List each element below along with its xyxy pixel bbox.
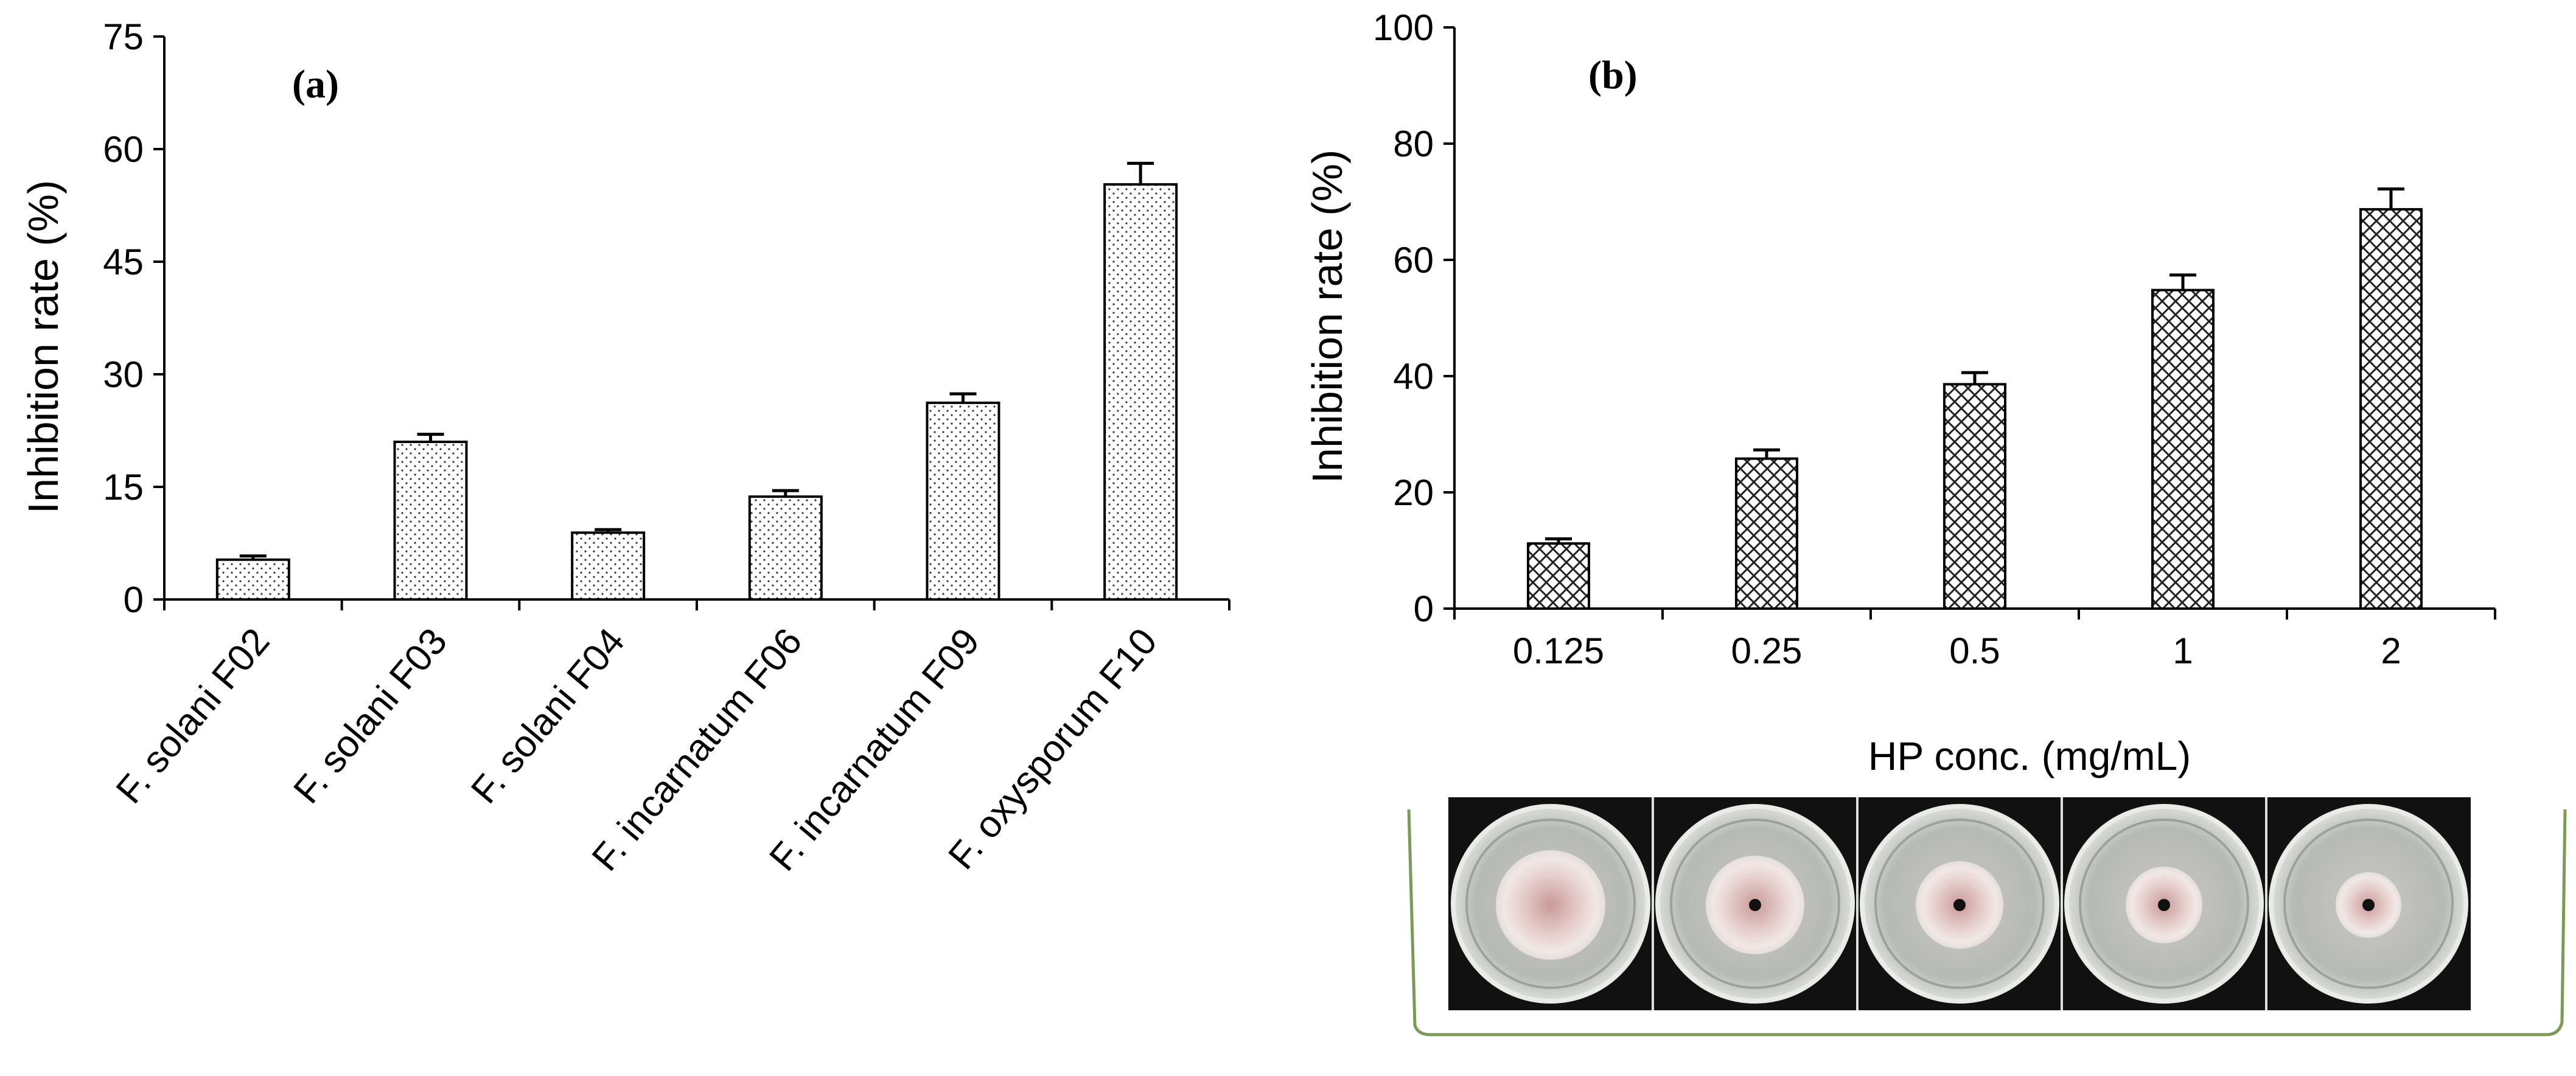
- chart-panel-a: (a) Inhibition rate (%) 0 15 30 45 60 75 F. s…: [19, 16, 1230, 879]
- inoculation-well: [1749, 899, 1761, 911]
- panel-label-a: (a): [292, 62, 339, 107]
- x-category-label: F. solani F04: [463, 621, 633, 812]
- x-category-label: F. solani F02: [108, 621, 278, 812]
- x-category-label: 0.5: [1949, 631, 2000, 671]
- bar: [1527, 542, 1590, 610]
- chart-panel-b: (b) Inhibition rate (%) 0 20 40 60 80 100 0.1…: [1304, 7, 2496, 778]
- x-axis-label-b: HP conc. (mg/mL): [1868, 733, 2191, 778]
- x-category-label: 0.125: [1513, 631, 1604, 671]
- bar: [748, 495, 823, 601]
- bar: [571, 531, 646, 601]
- y-tick-label: 20: [1393, 472, 1434, 513]
- x-category-label: 2: [2381, 631, 2401, 671]
- x-category-label: 0.25: [1731, 631, 1803, 671]
- y-tick-label: 0: [1414, 589, 1434, 629]
- y-ticks-b: 0 20 40 60 80 100: [1373, 7, 1454, 629]
- bar: [215, 558, 290, 601]
- inoculation-well: [2362, 899, 2375, 911]
- x-category-label: 1: [2173, 631, 2193, 671]
- bar: [1103, 183, 1178, 601]
- plates: [1451, 797, 2468, 1010]
- y-tick-label: 60: [103, 129, 144, 170]
- y-tick-label: 15: [103, 467, 144, 508]
- bar: [2359, 208, 2423, 610]
- x-category-label: F. solani F03: [285, 621, 455, 812]
- bar: [1735, 457, 1798, 610]
- y-tick-label: 80: [1393, 124, 1434, 164]
- y-tick-label: 75: [103, 16, 144, 57]
- bar: [926, 401, 1000, 601]
- y-tick-label: 40: [1393, 356, 1434, 397]
- petri-dish-rim: [1874, 819, 2045, 989]
- inoculation-well: [2158, 899, 2170, 911]
- bar: [1943, 383, 2006, 610]
- y-tick-label: 0: [124, 579, 144, 620]
- x-ticks-b: 0.125 0.25 0.5 1 2: [1453, 609, 2496, 671]
- inoculation-well: [1953, 899, 1966, 911]
- petri-dish-rim: [1465, 819, 1636, 989]
- bars-b: [1527, 187, 2423, 610]
- y-tick-label: 100: [1373, 7, 1434, 48]
- petri-dish-rim: [2283, 819, 2454, 989]
- y-tick-label: 60: [1393, 240, 1434, 281]
- y-ticks-a: 0 15 30 45 60 75: [103, 16, 164, 620]
- plate-photo-strip: [1407, 797, 2567, 1036]
- petri-dish-rim: [2079, 819, 2249, 989]
- bar: [2151, 288, 2215, 610]
- bars-a: [215, 161, 1178, 601]
- y-tick-label: 45: [103, 242, 144, 282]
- photo-frame: [1407, 809, 2567, 1036]
- y-axis-label-a: Inhibition rate (%): [19, 180, 67, 514]
- bar: [393, 441, 468, 601]
- panel-label-b: (b): [1588, 53, 1638, 97]
- petri-dish-rim: [1670, 819, 1840, 989]
- y-tick-label: 30: [103, 354, 144, 395]
- y-axis-label-b: Inhibition rate (%): [1304, 150, 1351, 484]
- x-ticks-a: F. solani F02 F. solani F03 F. solani F04F…: [108, 599, 1230, 879]
- fungal-colony: [1496, 850, 1605, 960]
